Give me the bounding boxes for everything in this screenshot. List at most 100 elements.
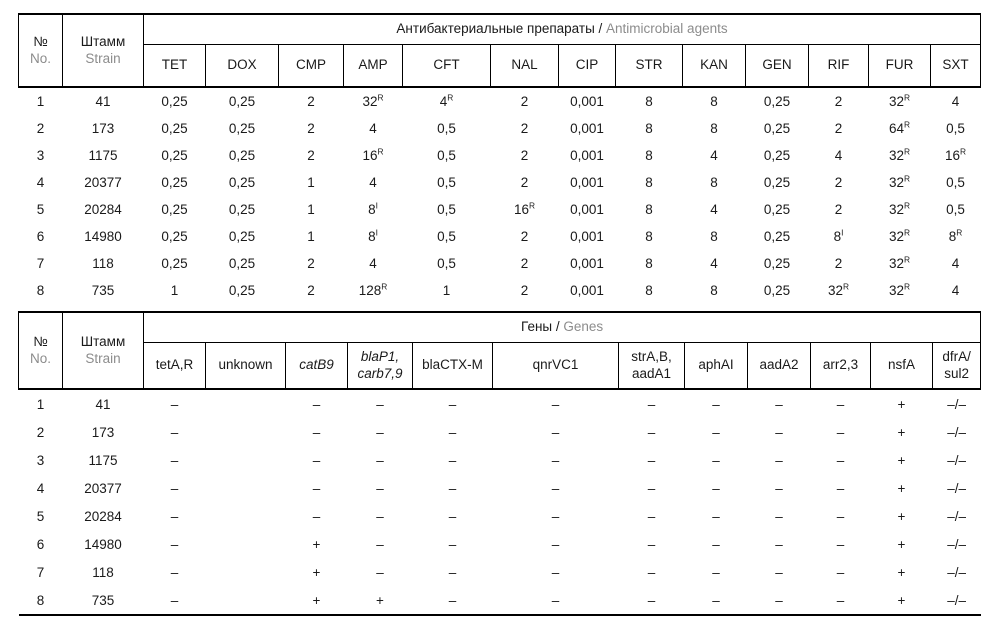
col-header-amp: AMP [343, 44, 403, 88]
cell-value: 0,5 [437, 202, 456, 217]
cell-value: 32R [827, 281, 850, 298]
cell-value: 16R [362, 146, 384, 163]
col-header-strain: Штамм Strain [62, 13, 144, 88]
col-header-cmp: CMP [278, 44, 344, 88]
cell-value: – [836, 396, 845, 412]
cell-value: – [551, 424, 560, 440]
cell-value: – [836, 536, 845, 552]
cell-value: 0,5 [437, 148, 456, 163]
cell-value: 16R [944, 146, 967, 163]
table-row: 8 735 – + + – – – – – – + –/– [19, 586, 981, 615]
cell-no: 6 [36, 229, 45, 244]
cell-value: + [312, 536, 321, 552]
cell-value: 8I [368, 227, 378, 244]
cell-value: 32R [362, 92, 384, 109]
cell-value: + [897, 480, 906, 496]
cell-value: – [170, 424, 179, 440]
cell-value [206, 389, 286, 418]
cell-value: – [712, 536, 720, 552]
cell-value: – [376, 396, 384, 412]
cell-value: 0,5 [946, 202, 965, 217]
column-header-row: tetA,R unknown catB9 blaP1, carb7,9 blaC… [19, 342, 982, 390]
cell-value [206, 474, 286, 502]
table-row: 1 41 – – – – – – – – – + –/– [19, 389, 981, 418]
cell-value: – [647, 396, 656, 412]
cell-no: 8 [36, 592, 45, 608]
cell-value: 0,001 [570, 202, 604, 217]
cell-value: – [647, 480, 656, 496]
cell-no: 4 [36, 480, 45, 496]
cell-value: 0,001 [570, 256, 604, 271]
cell-value: 0,25 [228, 202, 256, 217]
cell-value: 8 [710, 229, 718, 244]
resistance-superscript: R [903, 254, 911, 265]
cell-value: 32R [888, 200, 911, 217]
col-header-qnrvc1: qnrVC1 [492, 342, 619, 390]
resistance-superscript: R [903, 173, 911, 184]
cell-value: – [170, 452, 179, 468]
cell-no: 8 [36, 283, 45, 298]
cell-no: 7 [36, 256, 45, 271]
group-header-antimicrobial: Антибактериальные препараты / Antimicrob… [142, 13, 982, 45]
table-row: 8 735 1 0,25 2 128R 1 2 0,001 8 8 0,25 32R 32R 4 [19, 277, 981, 311]
resistance-superscript: R [377, 92, 384, 103]
cell-value: – [376, 508, 384, 524]
cell-value: – [170, 592, 179, 608]
col-header-rif: RIF [808, 44, 869, 88]
cell-value: – [170, 508, 179, 524]
cell-value: – [551, 536, 560, 552]
cell-value: – [775, 396, 783, 412]
genes-table: № No. Штамм Strain Гены / Genes tetA,R unk… [18, 311, 982, 616]
cell-value: 2 [520, 229, 529, 244]
resistance-superscript: R [903, 281, 911, 292]
cell-value: – [551, 396, 560, 412]
cell-value: – [312, 452, 321, 468]
cell-strain: 14980 [84, 536, 122, 552]
cell-strain: 735 [91, 283, 115, 298]
cell-value: 2 [834, 175, 843, 190]
cell-value: + [897, 592, 906, 608]
cell-no: 3 [36, 452, 45, 468]
cell-no: 5 [36, 202, 45, 217]
cell-strain: 20377 [84, 480, 122, 496]
group-header-row: № No. Штамм Strain Антибактериальные препа… [18, 13, 982, 88]
cell-value: – [448, 452, 457, 468]
resistance-superscript: R [903, 227, 911, 238]
cell-value: – [647, 452, 656, 468]
cell-value: 32R [888, 173, 911, 190]
genes-table-header: № No. Штамм Strain Гены / Genes tetA,R unk… [18, 311, 982, 390]
col-header-nsfa: nsfA [870, 342, 933, 390]
cell-no: 1 [36, 396, 45, 412]
cell-value: 32R [888, 227, 911, 244]
cell-value: – [775, 536, 783, 552]
resistance-superscript: R [903, 146, 911, 157]
cell-strain: 41 [95, 94, 111, 109]
cell-value: 8 [645, 202, 653, 217]
cell-value: – [775, 592, 783, 608]
cell-value: 8 [645, 94, 653, 109]
cell-value: 0,001 [570, 148, 604, 163]
cell-value: 4R [439, 92, 454, 109]
cell-value: – [775, 564, 783, 580]
strain-label-ru: Штамм [80, 34, 126, 50]
col-header-aphai: aphAI [684, 342, 748, 390]
cell-value: 0,25 [161, 94, 188, 109]
cell-value: 0,001 [570, 175, 604, 190]
cell-value: 2 [307, 121, 315, 136]
col-header-str: STR [615, 44, 683, 88]
cell-value: 0,25 [763, 148, 791, 163]
resistance-superscript: R [377, 146, 384, 157]
cell-value: – [312, 508, 321, 524]
cell-strain: 20284 [84, 508, 122, 524]
col-header-dfra-sul2: dfrA/ sul2 [931, 342, 982, 390]
cell-value: 2 [520, 121, 529, 136]
cell-value: 4 [710, 202, 718, 217]
cell-value: 0,25 [228, 256, 256, 271]
cell-strain: 20284 [84, 202, 122, 217]
cell-value: 4 [951, 94, 960, 109]
table-row: 4 20377 – – – – – – – – – + –/– [19, 474, 981, 502]
table-row: 6 14980 – + – – – – – – – + –/– [19, 530, 981, 558]
table-row: 1 41 0,25 0,25 2 32R 4R 2 0,001 8 8 0,25 2 32R 4 [19, 87, 981, 115]
cell-value: 1 [307, 229, 315, 244]
col-header-unknown: unknown [205, 342, 286, 390]
